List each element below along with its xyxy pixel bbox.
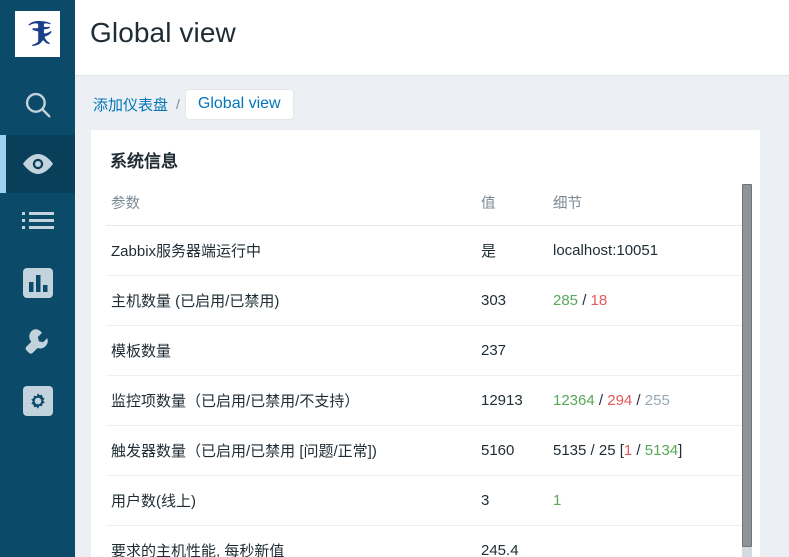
eye-icon	[22, 154, 53, 174]
table-row: 主机数量 (已启用/已禁用) 303 285 / 18	[106, 275, 745, 326]
table-header-row: 参数 值 细节	[106, 182, 745, 226]
cell-details: 1	[548, 475, 745, 526]
detail-part: /	[632, 392, 645, 409]
cell-parameter: 要求的主机性能, 每秒新值	[111, 543, 285, 557]
table-row: 模板数量 237	[106, 325, 745, 376]
telecom-logo-icon	[28, 21, 52, 46]
cell-value: 245.4	[481, 542, 519, 557]
column-header-details[interactable]: 细节	[548, 182, 745, 226]
table-body: Zabbix服务器端运行中是 localhost:10051 主机数量 (已启用/已…	[106, 225, 745, 557]
table-row: 触发器数量（已启用/已禁用 [问题/正常]) 5160 5135 / 25 [1 /…	[106, 425, 745, 476]
cell-value: 303	[476, 275, 548, 326]
cell-parameter: 主机数量 (已启用/已禁用)	[106, 275, 476, 326]
cell-details	[548, 526, 745, 557]
detail-part: 5135 / 25 [	[553, 442, 624, 459]
detail-part: 285	[553, 292, 579, 309]
breadcrumb-current-tab[interactable]: Global view	[185, 89, 293, 119]
sidebar-item-reports[interactable]	[0, 254, 75, 312]
table-row: 监控项数量（已启用/已禁用/不支持） 12913 12364 / 294 / 255	[106, 375, 745, 426]
brand-logo[interactable]	[15, 11, 60, 57]
cell-details	[548, 325, 745, 376]
detail-part: ]	[678, 442, 683, 459]
breadcrumb-separator: /	[176, 96, 180, 112]
cell-details: 285 / 18	[548, 275, 745, 326]
sidebar-item-administration[interactable]	[0, 372, 75, 430]
cell-parameter: 触发器数量（已启用/已禁用 [问题/正常])	[106, 425, 476, 476]
content-area: 添加仪表盘 / Global view 系统信息 参数 值 细节 Zabbix服…	[75, 77, 789, 557]
cell-value: 5160	[476, 425, 548, 476]
detail-part: /	[632, 442, 645, 459]
sidebar-item-configuration[interactable]	[0, 313, 75, 371]
system-information-table: 参数 值 细节 Zabbix服务器端运行中是 localhost:10051 主机数…	[106, 182, 745, 557]
sidebar-item-search[interactable]	[0, 76, 75, 134]
breadcrumb-parent-link[interactable]: 添加仪表盘	[93, 96, 169, 114]
cell-parameter: 模板数量	[106, 325, 476, 376]
sidebar-item-inventory[interactable]	[0, 194, 75, 252]
table-row: 用户数(线上) 3 1	[106, 475, 745, 526]
cell-parameter: 用户数(线上)	[106, 475, 476, 526]
cell-parameter: 监控项数量（已启用/已禁用/不支持）	[106, 375, 476, 426]
cell-parameter: Zabbix服务器端运行中	[106, 225, 476, 276]
list-icon	[21, 212, 54, 229]
system-information-widget: 系统信息 参数 值 细节 Zabbix服务器端运行中是 localhost:100…	[91, 130, 760, 557]
detail-part: localhost:10051	[553, 242, 659, 259]
cell-value: 12913	[476, 375, 548, 426]
detail-part: 12364	[553, 392, 595, 409]
detail-part: /	[578, 292, 591, 309]
cell-details: 12364 / 294 / 255	[548, 375, 745, 426]
column-header-parameter[interactable]: 参数	[106, 182, 476, 226]
widget-title: 系统信息	[110, 152, 178, 171]
breadcrumb: 添加仪表盘 / Global view	[91, 89, 293, 119]
page-header: Global view	[75, 0, 789, 76]
cell-value: 3	[476, 475, 548, 526]
cell-details: 5135 / 25 [1 / 5134]	[548, 425, 745, 476]
table-row: 要求的主机性能, 每秒新值 245.4	[106, 526, 745, 557]
bar-chart-icon	[22, 268, 53, 298]
cell-value: 是	[476, 225, 548, 276]
detail-part: 1	[623, 442, 633, 459]
gear-icon	[22, 386, 53, 416]
detail-part: /	[594, 392, 608, 409]
sidebar-item-monitoring[interactable]	[0, 135, 75, 193]
cell-details: localhost:10051	[548, 225, 745, 276]
main-sidebar	[0, 0, 75, 557]
detail-part: 294	[607, 392, 633, 409]
cell-value: 237	[476, 325, 548, 376]
detail-part: 255	[644, 392, 670, 409]
widget-scrollbar-thumb[interactable]	[742, 184, 752, 547]
page-title: Global view	[90, 17, 236, 48]
wrench-icon	[25, 329, 48, 354]
detail-part: 1	[553, 492, 562, 509]
search-icon	[25, 92, 51, 118]
detail-part: 5134	[644, 442, 679, 459]
detail-part: 18	[590, 292, 608, 309]
table-row: Zabbix服务器端运行中是 localhost:10051	[106, 225, 745, 276]
column-header-value[interactable]: 值	[476, 182, 548, 226]
